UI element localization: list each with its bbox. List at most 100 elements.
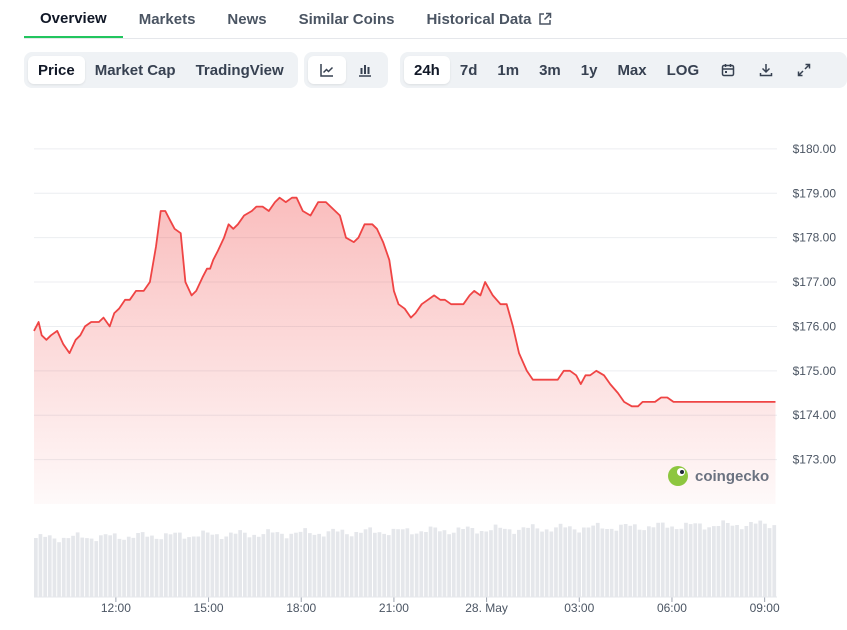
line-chart-button[interactable] xyxy=(308,56,346,84)
tab-bar: Overview Markets News Similar Coins Hist… xyxy=(24,0,847,39)
volume-bar xyxy=(688,524,693,597)
volume-bar xyxy=(294,532,298,597)
volume-bar xyxy=(205,532,210,597)
tab-historical-data[interactable]: Historical Data xyxy=(410,0,567,38)
volume-bar xyxy=(670,526,674,597)
volume-bar xyxy=(326,531,331,597)
log-scale-button[interactable]: LOG xyxy=(666,61,700,79)
volume-bar xyxy=(725,523,730,597)
volume-bar xyxy=(595,522,600,597)
price-area xyxy=(34,197,776,504)
tab-similar-coins[interactable]: Similar Coins xyxy=(283,0,411,38)
volume-bar xyxy=(628,525,633,597)
volume-bar xyxy=(275,532,280,597)
volume-bar xyxy=(168,534,173,597)
volume-bars xyxy=(34,520,777,597)
volume-bar xyxy=(405,528,410,597)
volume-bar xyxy=(75,532,80,597)
volume-bar xyxy=(89,538,94,597)
volume-bar xyxy=(215,534,219,597)
volume-bar xyxy=(182,538,187,597)
tab-label: Historical Data xyxy=(426,10,532,28)
volume-bar xyxy=(600,528,605,597)
volume-bar xyxy=(122,539,126,597)
range-24h-button[interactable]: 24h xyxy=(404,56,450,84)
volume-bar xyxy=(503,528,507,597)
volume-bar xyxy=(38,534,43,597)
y-tick-label: $176.00 xyxy=(793,319,837,333)
range-7d-button[interactable]: 7d xyxy=(459,61,478,79)
tab-markets[interactable]: Markets xyxy=(123,0,212,38)
volume-bar xyxy=(758,520,763,597)
volume-bar xyxy=(34,538,38,597)
calendar-button[interactable] xyxy=(709,56,747,84)
volume-bar xyxy=(414,533,419,597)
volume-bar xyxy=(243,532,247,597)
volume-bar xyxy=(159,539,164,597)
volume-bar xyxy=(400,529,405,597)
volume-bar xyxy=(730,525,735,597)
volume-bar xyxy=(252,534,257,597)
tradingview-button[interactable]: TradingView xyxy=(195,61,284,79)
volume-bar xyxy=(684,522,688,597)
range-max-button[interactable]: Max xyxy=(617,61,647,79)
volume-bar xyxy=(154,538,159,597)
volume-bar xyxy=(507,529,512,597)
volume-bar xyxy=(396,529,400,597)
volume-bar xyxy=(219,539,224,597)
range-3m-button[interactable]: 3m xyxy=(539,61,561,79)
volume-bar xyxy=(270,532,275,597)
volume-bar xyxy=(108,535,113,597)
volume-bar xyxy=(247,537,252,597)
volume-bar xyxy=(614,530,619,597)
volume-bar xyxy=(572,529,577,597)
volume-bar xyxy=(117,538,122,597)
y-tick-label: $175.00 xyxy=(793,364,837,378)
volume-bar xyxy=(391,528,396,597)
volume-bar xyxy=(345,534,349,597)
volume-bar xyxy=(493,524,498,597)
volume-bar xyxy=(164,533,168,597)
volume-bar xyxy=(633,524,637,597)
volume-bar xyxy=(530,524,535,597)
volume-bar xyxy=(359,532,363,597)
calendar-icon xyxy=(721,64,735,77)
volume-bar xyxy=(99,535,103,597)
volume-bar xyxy=(772,525,777,597)
x-tick-label: 28. May xyxy=(465,601,508,615)
volume-bar xyxy=(716,526,721,597)
volume-bar xyxy=(674,529,679,597)
expand-button[interactable] xyxy=(785,56,823,84)
download-button[interactable] xyxy=(747,56,785,84)
tab-overview[interactable]: Overview xyxy=(24,0,123,38)
expand-icon xyxy=(797,63,811,77)
chart-toolbar: Price Market Cap TradingView 24h 7d 1m 3… xyxy=(24,52,847,88)
price-button[interactable]: Price xyxy=(28,56,85,84)
candlestick-button[interactable] xyxy=(346,56,384,84)
chart-style-group xyxy=(304,52,388,88)
volume-bar xyxy=(210,534,215,597)
y-tick-label: $174.00 xyxy=(793,408,837,422)
volume-bar xyxy=(637,529,642,597)
market-cap-button[interactable]: Market Cap xyxy=(94,61,176,79)
range-1y-button[interactable]: 1y xyxy=(580,61,598,79)
volume-bar xyxy=(535,528,540,597)
volume-bar xyxy=(303,528,308,597)
volume-bar xyxy=(71,535,75,597)
y-tick-label: $179.00 xyxy=(793,186,837,200)
volume-bar xyxy=(540,531,544,597)
volume-bar xyxy=(126,536,131,597)
volume-bar xyxy=(577,532,582,597)
tab-news[interactable]: News xyxy=(211,0,282,38)
volume-bar xyxy=(609,528,614,597)
volume-bar xyxy=(312,534,317,597)
volume-bar xyxy=(665,527,670,597)
tab-label: Markets xyxy=(138,10,196,28)
volume-bar xyxy=(702,529,707,597)
range-1m-button[interactable]: 1m xyxy=(497,61,520,79)
volume-bar xyxy=(753,523,758,597)
volume-bar xyxy=(377,532,382,597)
volume-bar xyxy=(386,535,391,597)
x-tick-label: 12:00 xyxy=(101,601,131,615)
volume-bar xyxy=(80,537,85,597)
